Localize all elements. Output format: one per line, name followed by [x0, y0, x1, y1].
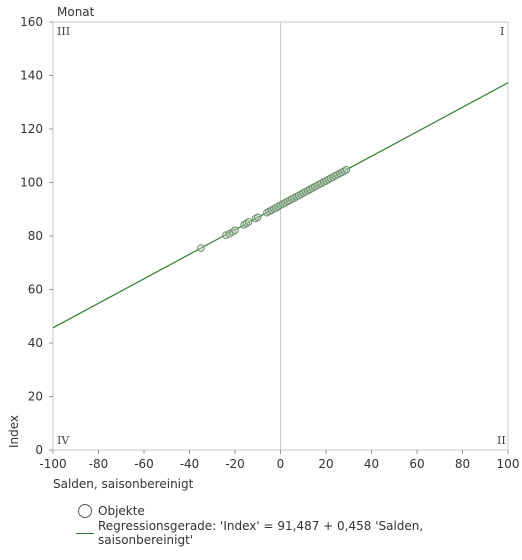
y-axis-label: Index [7, 415, 21, 448]
line-swatch-icon [76, 532, 94, 534]
scatter-chart: -100 -80 -60 -40 -20 0 20 40 60 80 100 0 20 40 60 80 100… [7, 5, 520, 491]
y-tick-label: 80 [28, 229, 43, 243]
quadrant-label-top-right: I [500, 25, 504, 38]
y-tick-label: 40 [28, 336, 43, 350]
x-tick-label: -40 [180, 457, 200, 471]
y-tick-label: 160 [20, 15, 43, 29]
data-point[interactable] [197, 244, 205, 252]
x-tick-label: 80 [455, 457, 470, 471]
y-tick-label: 20 [28, 390, 43, 404]
x-tick-label: 40 [364, 457, 379, 471]
x-tick-label: -20 [225, 457, 245, 471]
chart-title: Monat [57, 5, 95, 19]
data-point[interactable] [342, 165, 351, 174]
x-tick-label: 60 [409, 457, 424, 471]
x-tick-label: -80 [89, 457, 109, 471]
circle-marker-icon [78, 504, 92, 518]
quadrant-label-bottom-left: IV [57, 434, 70, 447]
y-tick-label: 120 [20, 122, 43, 136]
legend-item-regression[interactable]: Regressionsgerade: 'Index' = 91,487 + 0,… [76, 519, 522, 547]
data-point[interactable] [231, 226, 239, 234]
data-point[interactable] [244, 218, 253, 226]
x-tick-label: 20 [318, 457, 333, 471]
x-axis-label: Salden, saisonbereinigt [53, 477, 194, 491]
legend-item-objects[interactable]: Objekte [76, 500, 522, 522]
y-tick-label: 100 [20, 176, 43, 190]
legend-label-objects: Objekte [98, 504, 145, 518]
y-tick-label: 140 [20, 69, 43, 83]
y-tick-label: 60 [28, 283, 43, 297]
y-tick-label: 0 [35, 443, 43, 457]
x-tick-label: -60 [134, 457, 154, 471]
x-tick-label: 0 [277, 457, 285, 471]
x-tick-label: -100 [39, 457, 66, 471]
regression-line [52, 82, 509, 329]
data-point[interactable] [253, 213, 262, 222]
x-tick-label: 100 [497, 457, 520, 471]
quadrant-label-top-left: III [57, 25, 70, 38]
legend-label-regression: Regressionsgerade: 'Index' = 91,487 + 0,… [98, 519, 424, 547]
legend: Objekte Regressionsgerade: 'Index' = 91,… [76, 500, 522, 547]
quadrant-label-bottom-right: II [497, 434, 506, 447]
